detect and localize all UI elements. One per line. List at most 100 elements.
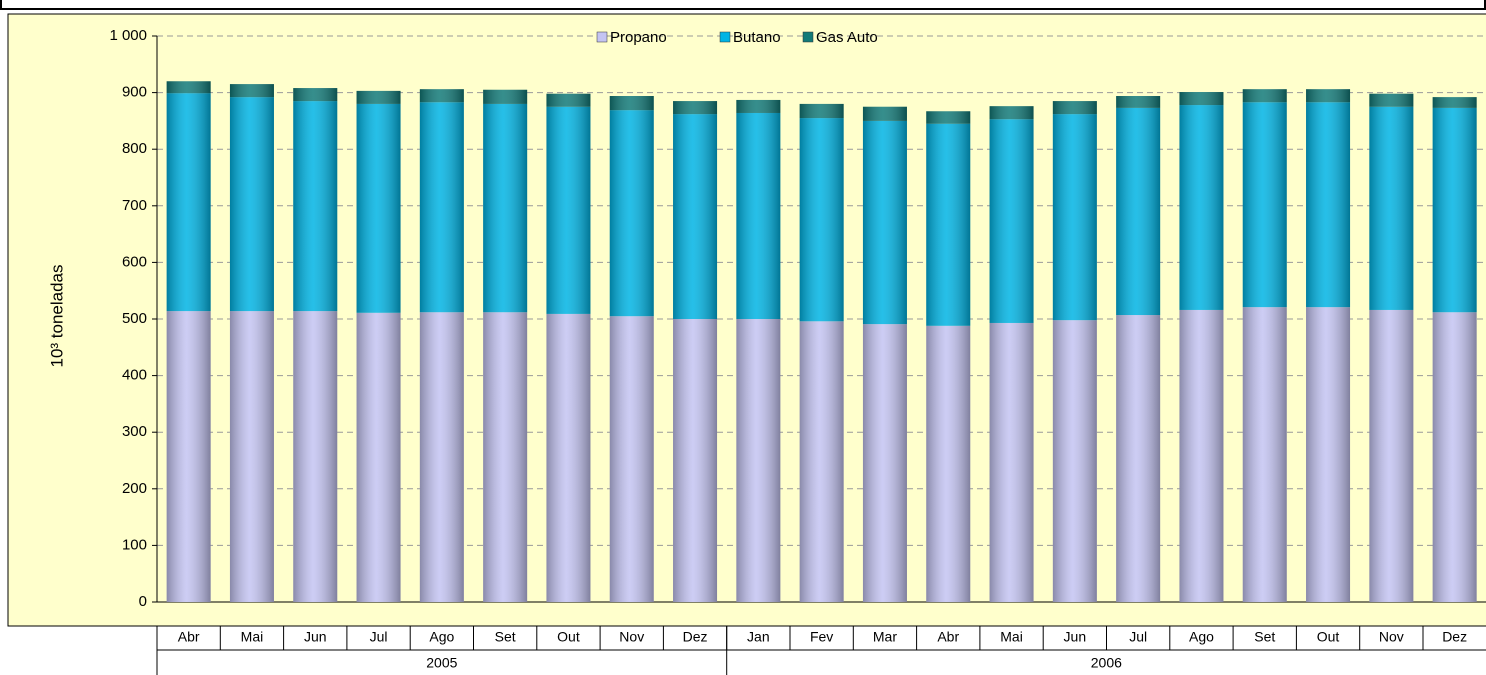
x-tick-label: Abr	[937, 629, 959, 645]
bar-shade	[1242, 89, 1287, 103]
bar-shade	[799, 103, 844, 119]
bar-shade	[419, 89, 464, 103]
bar-shade	[356, 90, 401, 104]
x-tick-label: Set	[495, 629, 516, 645]
bar-shade	[1179, 309, 1224, 602]
x-tick-label: Dez	[683, 629, 708, 645]
bar-shade	[229, 311, 274, 602]
bar-shade	[229, 97, 274, 312]
bar-shade	[926, 325, 971, 602]
bar-shade	[546, 93, 591, 107]
bar-shade	[1179, 105, 1224, 310]
bar-shade	[356, 312, 401, 602]
x-tick-label: Nov	[619, 629, 644, 645]
y-tick-label: 200	[122, 480, 147, 497]
group-label: 2006	[1091, 655, 1122, 671]
y-axis-label: 10³ toneladas	[47, 264, 66, 367]
y-tick-label: 300	[122, 423, 147, 440]
bar-shade	[799, 321, 844, 602]
legend-label: Gas Auto	[816, 29, 878, 46]
bar-shade	[546, 106, 591, 314]
x-tick-label: Fev	[810, 629, 833, 645]
bar-shade	[736, 319, 781, 602]
bar-shade	[1432, 312, 1477, 602]
bar-shade	[229, 84, 274, 98]
bar-shade	[1052, 114, 1097, 321]
bar-shade	[673, 101, 718, 115]
bar-shade	[293, 311, 338, 602]
x-tick-label: Out	[1317, 629, 1340, 645]
bar-shade	[989, 322, 1034, 602]
bar-shade	[1116, 107, 1161, 316]
y-tick-label: 500	[122, 310, 147, 327]
bar-shade	[419, 102, 464, 313]
title-strip	[0, 0, 1486, 10]
legend-label: Propano	[610, 29, 667, 46]
bar-shade	[483, 89, 528, 104]
bar-shade	[356, 103, 401, 313]
bar-shade	[1052, 101, 1097, 115]
bar-shade	[926, 111, 971, 124]
bar-shade	[673, 319, 718, 602]
x-tick-label: Ago	[429, 629, 454, 645]
legend-swatch	[802, 31, 814, 43]
x-tick-label: Jul	[370, 629, 388, 645]
bar-shade	[736, 99, 781, 113]
bar-shade	[736, 112, 781, 319]
bar-shade	[1306, 307, 1351, 602]
bar-shade	[989, 119, 1034, 323]
y-tick-label: 700	[122, 197, 147, 214]
y-tick-label: 0	[139, 593, 147, 610]
bar-shade	[989, 106, 1034, 120]
bar-shade	[293, 88, 338, 102]
x-tick-label: Jun	[1064, 629, 1087, 645]
bar-shade	[483, 312, 528, 602]
bar-shade	[1052, 320, 1097, 602]
y-tick-label: 900	[122, 84, 147, 101]
bar-shade	[1369, 93, 1414, 107]
bar-shade	[1116, 95, 1161, 108]
bar-shade	[673, 114, 718, 319]
x-tick-label: Jan	[747, 629, 770, 645]
x-tick-label: Nov	[1379, 629, 1404, 645]
bar-shade	[609, 110, 654, 317]
x-tick-label: Ago	[1189, 629, 1214, 645]
x-tick-label: Dez	[1442, 629, 1467, 645]
x-tick-label: Out	[557, 629, 580, 645]
bar-shade	[1432, 97, 1477, 108]
legend-swatch	[719, 31, 731, 43]
x-tick-label: Set	[1254, 629, 1275, 645]
x-tick-label: Mai	[241, 629, 264, 645]
bar-shade	[1432, 107, 1477, 313]
bar-shade	[1116, 315, 1161, 602]
bar-shade	[926, 123, 971, 326]
y-tick-label: 100	[122, 536, 147, 553]
bar-shade	[166, 311, 211, 602]
bar-shade	[862, 106, 907, 121]
bar-shade	[166, 93, 211, 312]
bar-shade	[1369, 106, 1414, 310]
x-tick-label: Jul	[1129, 629, 1147, 645]
y-tick-label: 800	[122, 140, 147, 157]
legend-swatch	[596, 31, 608, 43]
bar-shade	[293, 101, 338, 312]
bar-shade	[1369, 309, 1414, 602]
bar-shade	[862, 120, 907, 325]
bar-shade	[609, 316, 654, 602]
x-tick-label: Jun	[304, 629, 327, 645]
bar-shade	[799, 118, 844, 322]
y-tick-label: 1 000	[109, 27, 147, 44]
bar-shade	[862, 324, 907, 602]
x-tick-label: Mar	[873, 629, 897, 645]
bar-shade	[1179, 92, 1224, 106]
bar-shade	[419, 312, 464, 602]
bar-shade	[546, 313, 591, 602]
bar-shade	[1306, 102, 1351, 308]
bar-shade	[1242, 307, 1287, 602]
x-tick-label: Abr	[178, 629, 200, 645]
bar-shade	[609, 95, 654, 111]
bar-shade	[166, 81, 211, 94]
y-tick-label: 600	[122, 253, 147, 270]
bar-shade	[1242, 102, 1287, 308]
